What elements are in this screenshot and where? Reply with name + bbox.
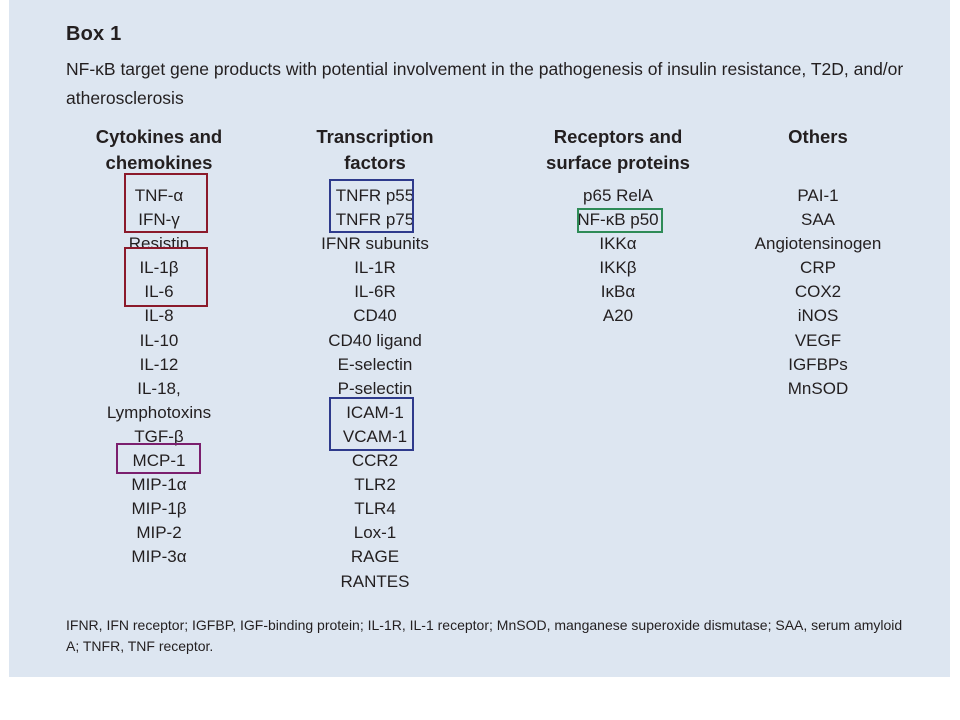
- list-item: TNFR p55: [335, 186, 415, 205]
- highlight-box-il1-il6: [124, 247, 208, 307]
- list-item: TGF-β: [134, 426, 184, 446]
- list-item: IKKα: [599, 234, 637, 254]
- list-item: MIP-3α: [131, 547, 187, 567]
- column-header-receptors: Receptors and surface proteins: [546, 126, 690, 173]
- column-list-transcription: TNFR p55 TNFR p75 IFNR subunits IL-1R IL…: [300, 184, 450, 594]
- list-item: IL-8: [144, 306, 174, 326]
- list-item: p65 RelA: [583, 186, 653, 205]
- column-header-others: Others: [788, 126, 848, 147]
- list-item: CD40 ligand: [328, 330, 422, 350]
- list-item: IKKβ: [599, 258, 637, 278]
- list-item: Lox-1: [353, 523, 397, 543]
- list-item: COX2: [794, 282, 842, 302]
- list-item: IFNR subunits: [321, 234, 429, 254]
- list-item: IL-6R: [354, 282, 396, 302]
- list-item: Lymphotoxins: [106, 402, 212, 422]
- list-item: TNF-α: [134, 186, 184, 205]
- list-item: MIP-1β: [131, 499, 187, 519]
- list-item: A20: [602, 306, 634, 326]
- box-title: Box 1: [66, 23, 122, 45]
- list-item: VCAM-1: [342, 426, 408, 446]
- column-header-cytokines: Cytokines and chemokines: [95, 126, 223, 173]
- list-item: SAA: [800, 210, 836, 230]
- highlight-box-mcp1: [116, 443, 201, 474]
- column-list-cytokines: TNF-α IFN-γ Resistin IL-1β IL-6 IL-8 IL-…: [84, 184, 234, 570]
- list-item: IGFBPs: [788, 354, 848, 374]
- highlight-box-tnfr: [329, 179, 414, 233]
- list-item: TNFR p75: [335, 210, 415, 230]
- list-item: iNOS: [797, 306, 839, 326]
- list-item: E-selectin: [337, 354, 413, 374]
- list-item: CCR2: [351, 451, 399, 471]
- list-item: RAGE: [350, 547, 400, 567]
- list-item: IL-12: [139, 354, 179, 374]
- list-item: CRP: [800, 258, 836, 278]
- list-item: MIP-1α: [131, 475, 187, 495]
- highlight-box-nfkb-p50: [577, 208, 663, 233]
- list-item: IL-6: [144, 282, 174, 302]
- list-item: IFN-γ: [138, 210, 180, 230]
- list-item: ICAM-1: [346, 402, 404, 422]
- column-list-others: PAI-1 SAA Angiotensinogen CRP COX2 iNOS …: [738, 184, 898, 401]
- list-item: PAI-1: [797, 186, 839, 205]
- list-item: IκBα: [600, 282, 636, 302]
- list-item: VEGF: [794, 330, 842, 350]
- list-item: Angiotensinogen: [754, 234, 882, 254]
- list-item: MCP-1: [132, 451, 186, 471]
- list-item: MIP-2: [136, 523, 182, 543]
- list-item: TLR4: [354, 499, 396, 519]
- list-item: NF-κB p50: [577, 210, 659, 230]
- list-item: MnSOD: [787, 378, 849, 398]
- list-item: P-selectin: [337, 378, 413, 398]
- column-header-transcription: Transcription factors: [316, 126, 434, 173]
- box-subtitle: NF-κB target gene products with potentia…: [66, 59, 904, 108]
- list-item: IL-18,: [137, 378, 181, 398]
- list-item: IL-1β: [139, 258, 179, 278]
- footnote: IFNR, IFN receptor; IGFBP, IGF-binding p…: [66, 617, 903, 654]
- list-item: TLR2: [354, 475, 396, 495]
- list-item: IL-10: [139, 330, 179, 350]
- column-list-receptors: p65 RelA NF-κB p50 IKKα IKKβ IκBα A20: [543, 184, 693, 329]
- highlight-box-tnf-ifn: [124, 173, 208, 233]
- list-item: IL-1R: [354, 258, 396, 278]
- list-item: RANTES: [340, 571, 410, 591]
- list-item: CD40: [353, 306, 397, 326]
- box-panel: [9, 0, 950, 677]
- highlight-box-icam-vcam: [329, 397, 414, 451]
